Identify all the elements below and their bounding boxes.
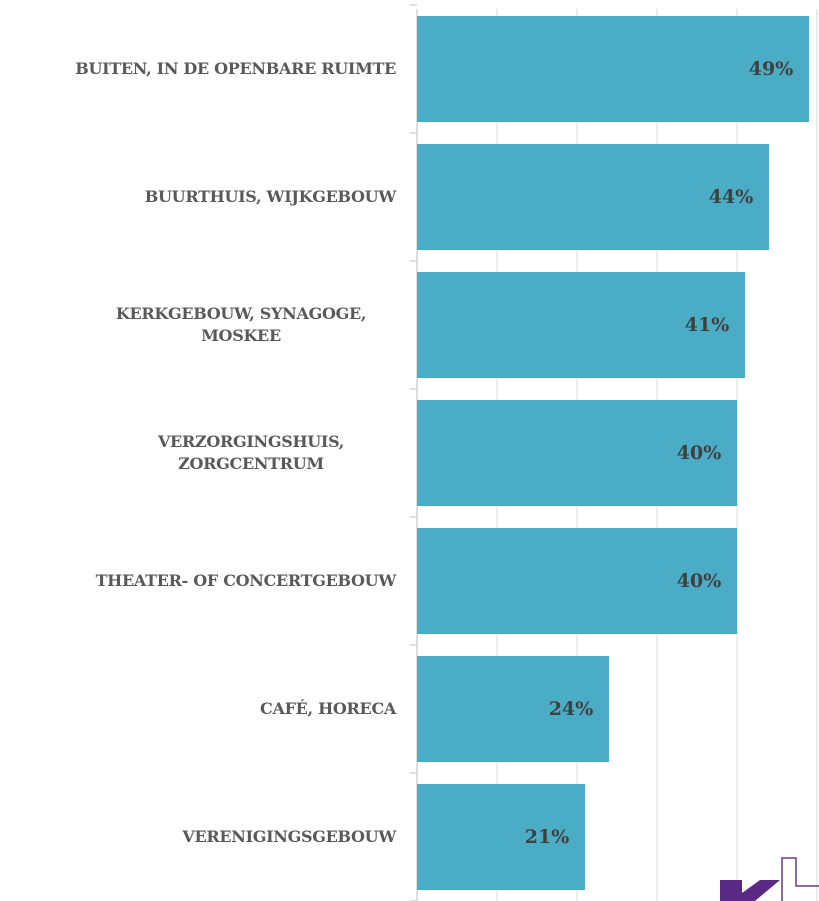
data-label: 40% (677, 570, 722, 592)
data-label: 49% (749, 58, 794, 80)
category-label: VERENIGINGSGEBOUW (182, 827, 396, 846)
data-label: 24% (549, 698, 594, 720)
category-label: KERKGEBOUW, SYNAGOGE, MOSKEE (115, 304, 367, 345)
logo (720, 857, 819, 901)
bar (417, 656, 609, 762)
data-label: 40% (677, 442, 722, 464)
data-label: 21% (525, 826, 570, 848)
bar (417, 400, 737, 506)
category-label: VERZORGINGSHUIS, ZORGCENTRUM (157, 432, 345, 473)
category-label: BUITEN, IN DE OPENBARE RUIMTE (75, 59, 396, 78)
logo-mark (720, 880, 780, 901)
data-label: 41% (685, 314, 730, 336)
logo-outline (781, 857, 819, 901)
plot: 49% 44% 41% 40% 40% 24% 21% (410, 4, 818, 901)
bar (417, 144, 769, 250)
category-label: CAFÉ, HORECA (260, 699, 396, 718)
bar (417, 528, 737, 634)
data-label: 44% (709, 186, 754, 208)
category-label: THEATER- OF CONCERTGEBOUW (95, 571, 397, 590)
bar (417, 784, 585, 890)
bar (417, 272, 745, 378)
category-label: BUURTHUIS, WIJKGEBOUW (144, 187, 397, 206)
bar (417, 16, 809, 122)
